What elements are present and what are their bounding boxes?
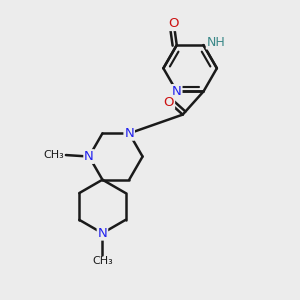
Text: O: O: [164, 96, 174, 109]
Text: N: N: [84, 150, 94, 163]
Text: N: N: [172, 85, 182, 98]
Text: N: N: [98, 227, 107, 240]
Text: O: O: [169, 17, 179, 30]
Text: NH: NH: [207, 36, 225, 49]
Text: CH₃: CH₃: [44, 150, 64, 160]
Text: CH₃: CH₃: [92, 256, 113, 266]
Text: N: N: [124, 127, 134, 140]
